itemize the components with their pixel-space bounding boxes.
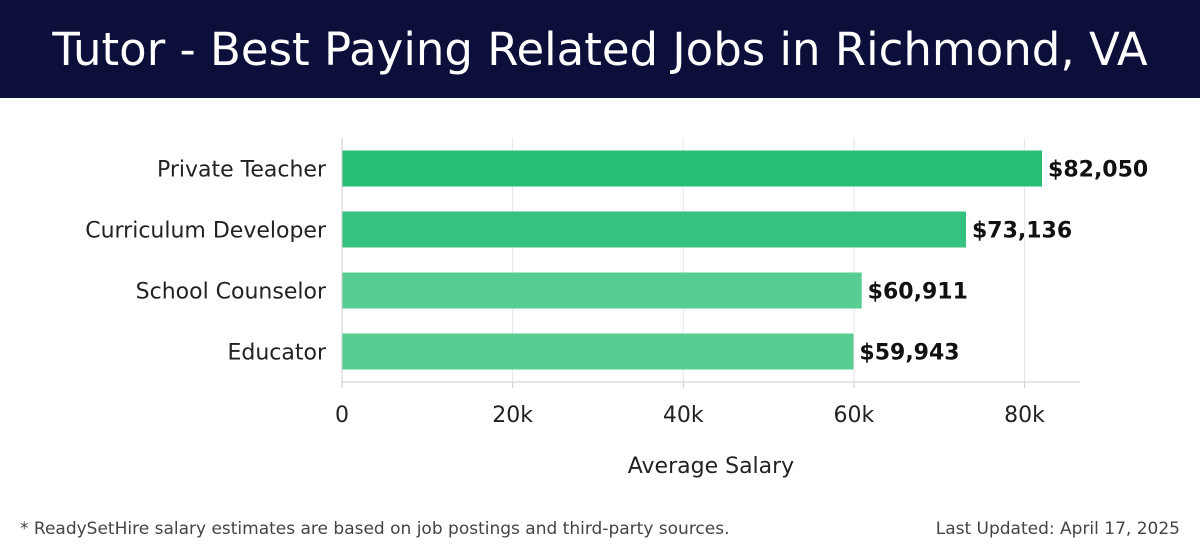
bar bbox=[342, 272, 862, 309]
value-label: $59,943 bbox=[859, 341, 959, 366]
value-label: $73,136 bbox=[972, 219, 1072, 244]
category-label: Private Teacher bbox=[157, 158, 327, 183]
x-tick-label: 60k bbox=[834, 403, 875, 428]
bar-chart: Private Teacher Curriculum Developer Schoo… bbox=[85, 138, 1148, 479]
x-tick-label: 20k bbox=[492, 403, 533, 428]
x-tick-label: 0 bbox=[335, 403, 349, 428]
category-labels: Private Teacher Curriculum Developer Schoo… bbox=[85, 158, 327, 366]
page-title: Tutor - Best Paying Related Jobs in Rich… bbox=[52, 22, 1148, 76]
value-label: $82,050 bbox=[1048, 158, 1148, 183]
x-axis: 0 20k 40k 60k 80k bbox=[335, 138, 1080, 428]
footnote: * ReadySetHire salary estimates are base… bbox=[20, 519, 730, 539]
category-label: Educator bbox=[227, 341, 326, 366]
value-labels: $82,050 $73,136 $60,911 $59,943 bbox=[859, 158, 1148, 366]
x-tick-label: 40k bbox=[663, 403, 704, 428]
bars bbox=[342, 150, 1043, 370]
x-axis-title: Average Salary bbox=[628, 454, 794, 479]
x-tick-label: 80k bbox=[1004, 403, 1045, 428]
last-updated: Last Updated: April 17, 2025 bbox=[935, 519, 1180, 539]
category-label: School Counselor bbox=[136, 280, 327, 305]
bar bbox=[342, 211, 966, 248]
bar bbox=[342, 150, 1043, 187]
header-bar: Tutor - Best Paying Related Jobs in Rich… bbox=[0, 0, 1200, 98]
value-label: $60,911 bbox=[868, 280, 968, 305]
category-label: Curriculum Developer bbox=[85, 219, 327, 244]
bar bbox=[342, 333, 854, 370]
